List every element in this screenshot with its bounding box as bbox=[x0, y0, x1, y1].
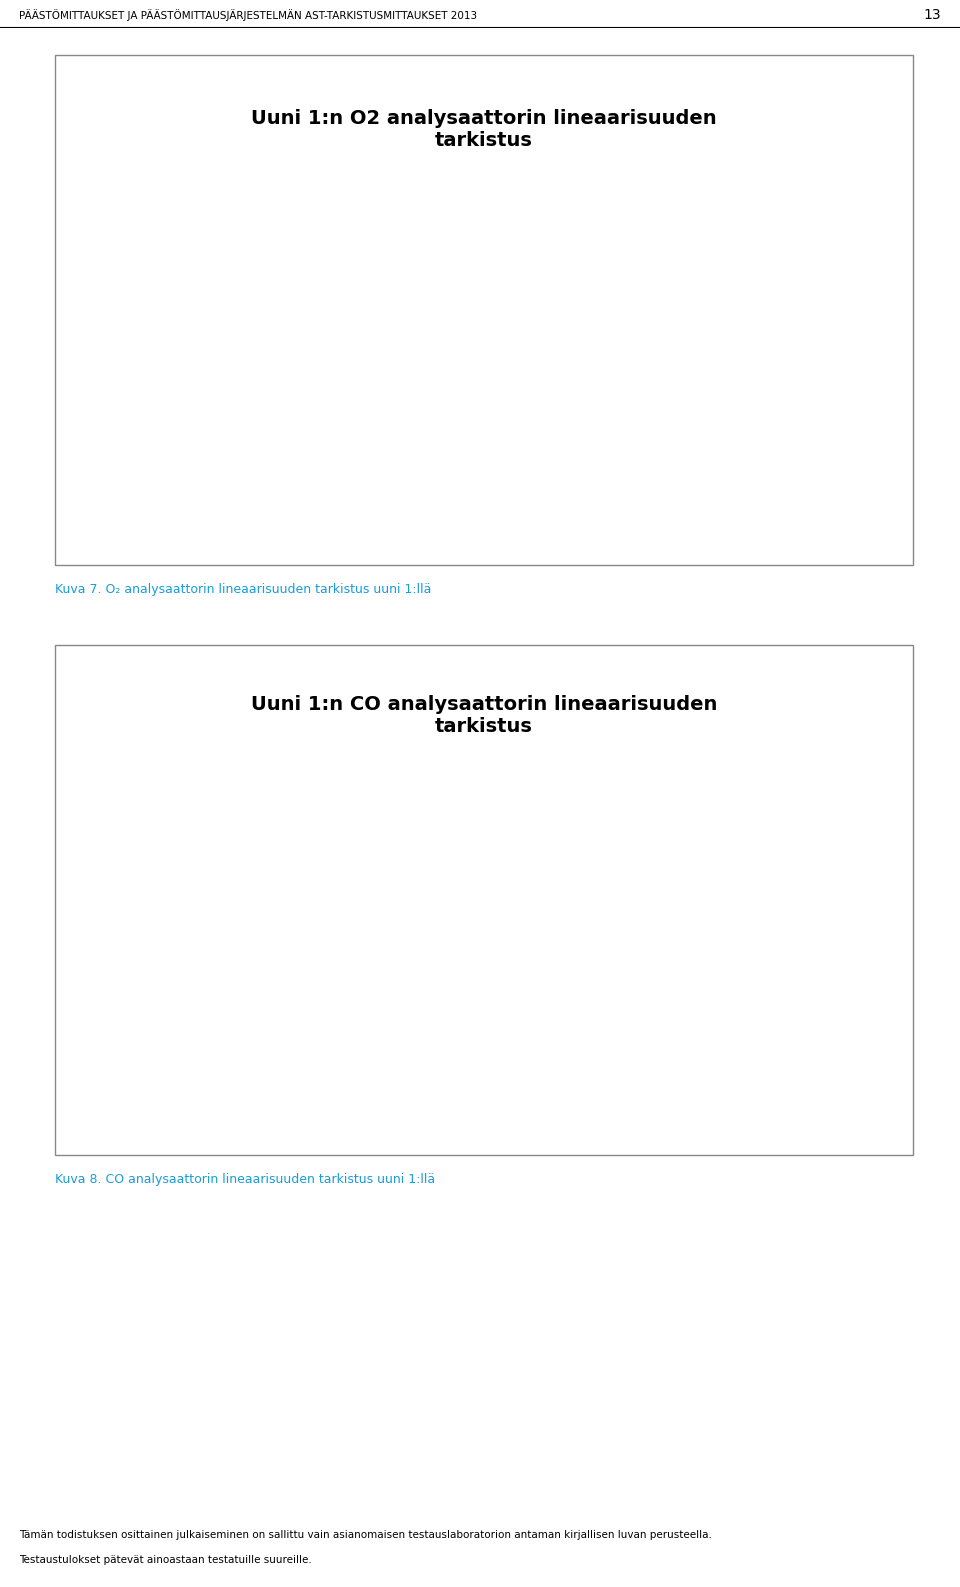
Text: Kuva 8. CO analysaattorin lineaarisuuden tarkistus uuni 1:llä: Kuva 8. CO analysaattorin lineaarisuuden… bbox=[55, 1173, 435, 1185]
Text: Tämän todistuksen osittainen julkaiseminen on sallittu vain asianomaisen testaus: Tämän todistuksen osittainen julkaisemin… bbox=[19, 1530, 712, 1539]
X-axis label: ppm: ppm bbox=[492, 1135, 526, 1147]
Y-axis label: %: % bbox=[82, 346, 95, 360]
Text: PÄÄSTÖMITTAUKSET JA PÄÄSTÖMITTAUSJÄRJESTELMÄN AST-TARKISTUSMITTAUKSET 2013: PÄÄSTÖMITTAUKSET JA PÄÄSTÖMITTAUSJÄRJEST… bbox=[19, 10, 477, 21]
Text: Uuni 1:n O2 analysaattorin lineaarisuuden
tarkistus: Uuni 1:n O2 analysaattorin lineaarisuude… bbox=[252, 110, 717, 151]
X-axis label: %: % bbox=[502, 540, 516, 552]
Text: Kuva 7. O₂ analysaattorin lineaarisuuden tarkistus uuni 1:llä: Kuva 7. O₂ analysaattorin lineaarisuuden… bbox=[55, 582, 431, 597]
Text: Uuni 1:n CO analysaattorin lineaarisuuden
tarkistus: Uuni 1:n CO analysaattorin lineaarisuude… bbox=[251, 695, 717, 735]
Text: 13: 13 bbox=[924, 8, 941, 22]
Text: Testaustulokset pätevät ainoastaan testatuille suureille.: Testaustulokset pätevät ainoastaan testa… bbox=[19, 1555, 312, 1565]
Legend: Servomex: Servomex bbox=[453, 421, 558, 446]
Y-axis label: ppm: ppm bbox=[73, 930, 87, 965]
Legend: Servomex: Servomex bbox=[453, 992, 558, 1017]
